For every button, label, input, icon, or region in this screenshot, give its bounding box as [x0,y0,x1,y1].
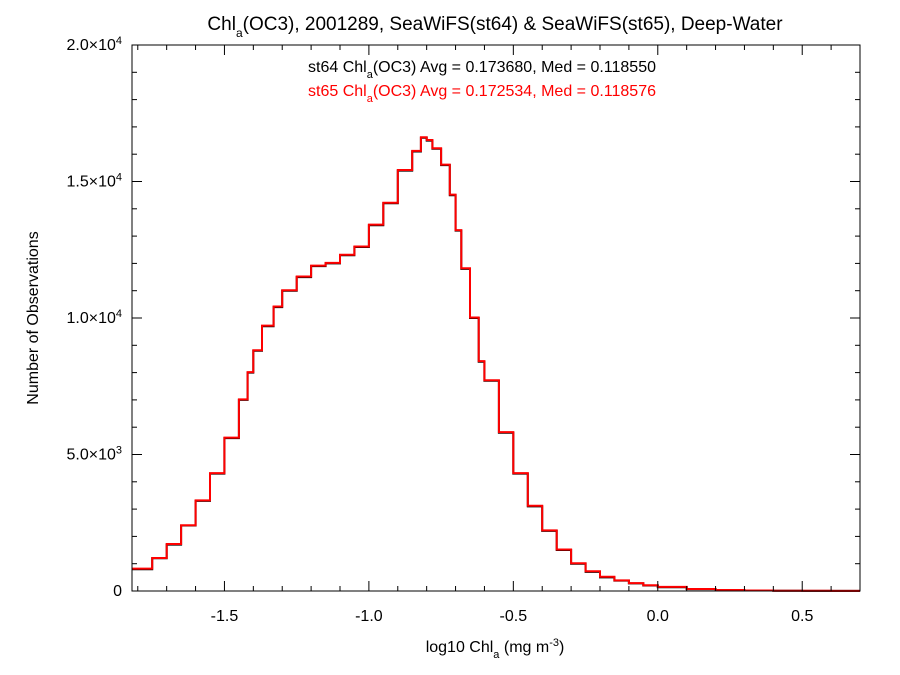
x-tick-label-2: -0.5 [500,608,528,625]
y-tick-label-3: 1.5×104 [66,172,122,191]
series-layer [132,136,860,592]
series-line-st64 [132,136,860,592]
annotation-st64: st64 Chla(OC3) Avg = 0.173680, Med = 0.1… [308,59,656,81]
x-axis: -1.5 -1.0 -0.5 0.0 0.5 [137,45,861,625]
y-tick-label-0: 0 [113,583,122,600]
chart-title: Chla(OC3), 2001289, SeaWiFS(st64) & SeaW… [207,14,783,40]
annotation-st65: st65 Chla(OC3) Avg = 0.172534, Med = 0.1… [308,83,656,105]
y-axis: 0 5.0×103 1.0×104 1.5×104 2.0×104 [66,35,860,600]
legend-annotations: st64 Chla(OC3) Avg = 0.173680, Med = 0.1… [308,59,656,105]
y-tick-label-1: 5.0×103 [66,445,122,464]
x-tick-label-1: -1.0 [355,608,383,625]
x-tick-label-0: -1.5 [211,608,239,625]
y-tick-label-2: 1.0×104 [66,308,122,327]
x-tick-label-3: 0.0 [647,608,669,625]
y-tick-label-4: 2.0×104 [66,35,122,54]
plot-frame [131,44,861,592]
y-axis-label: Number of Observations [25,231,42,404]
series-line-st65 [132,136,860,592]
x-tick-label-4: 0.5 [791,608,813,625]
x-axis-label: log10 Chla (mg m-3) [426,637,565,661]
